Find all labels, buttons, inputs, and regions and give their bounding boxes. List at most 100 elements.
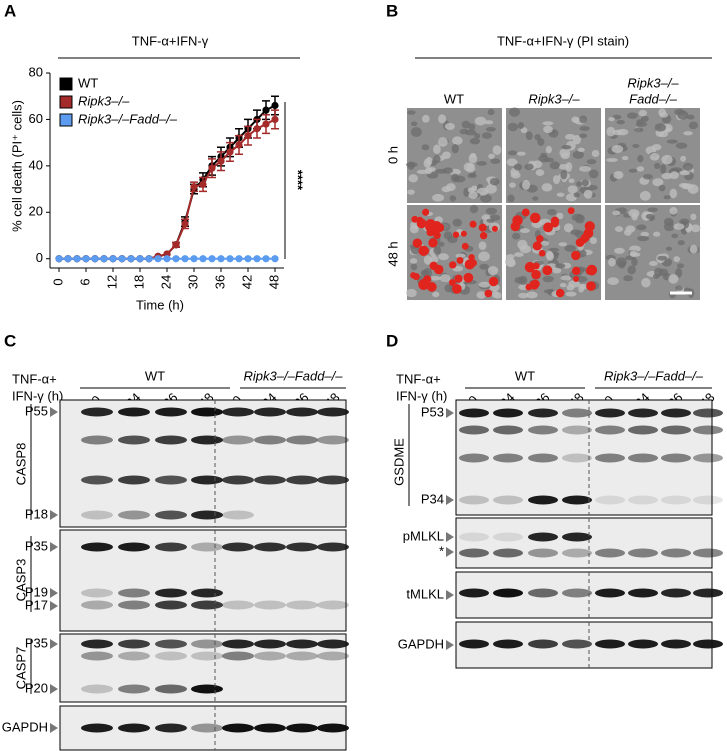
band bbox=[254, 651, 286, 661]
cell bbox=[409, 258, 418, 264]
blot-label: CASP7 bbox=[13, 647, 28, 690]
band bbox=[562, 495, 592, 505]
band bbox=[118, 435, 150, 445]
cell bbox=[421, 144, 430, 151]
band bbox=[459, 495, 489, 505]
pi-cell bbox=[488, 276, 499, 287]
cell bbox=[459, 128, 470, 135]
cell bbox=[673, 256, 681, 263]
band bbox=[155, 475, 187, 485]
band bbox=[254, 475, 286, 485]
cell bbox=[467, 173, 477, 179]
band-arrow bbox=[50, 684, 58, 694]
band bbox=[191, 639, 223, 649]
cell bbox=[422, 267, 433, 278]
cell bbox=[668, 274, 679, 284]
cell bbox=[478, 251, 490, 262]
legend-label: Ripk3–/– bbox=[78, 93, 130, 108]
y-axis-label: % cell death (PI⁺ cells) bbox=[9, 100, 24, 232]
cell bbox=[476, 161, 487, 166]
cell bbox=[532, 196, 539, 201]
y-tick-label: 0 bbox=[36, 250, 43, 265]
band-arrow bbox=[50, 510, 58, 520]
cell bbox=[481, 132, 493, 139]
cell bbox=[606, 157, 618, 163]
y-tick-label: 20 bbox=[29, 204, 43, 219]
band bbox=[493, 408, 523, 418]
band bbox=[628, 639, 658, 649]
cell bbox=[616, 120, 625, 125]
cell bbox=[434, 169, 447, 174]
pi-cell bbox=[586, 281, 596, 291]
pi-cell bbox=[572, 275, 580, 283]
band bbox=[254, 435, 286, 445]
band bbox=[155, 542, 187, 552]
pi-cell bbox=[479, 232, 488, 240]
data-point bbox=[262, 120, 270, 128]
pi-cell bbox=[460, 230, 467, 237]
cell bbox=[541, 183, 553, 192]
cell bbox=[543, 157, 554, 163]
cell bbox=[474, 116, 487, 126]
band bbox=[493, 532, 523, 542]
pi-cell bbox=[575, 238, 585, 247]
band bbox=[661, 425, 691, 435]
band bbox=[155, 639, 187, 649]
cell bbox=[560, 275, 572, 281]
band bbox=[222, 510, 254, 520]
cell bbox=[649, 152, 660, 161]
cell bbox=[443, 231, 453, 240]
cell bbox=[489, 177, 500, 186]
cell bbox=[516, 151, 526, 156]
cell bbox=[645, 213, 656, 220]
band bbox=[222, 639, 254, 649]
cell bbox=[618, 260, 626, 269]
data-point bbox=[262, 106, 270, 114]
band bbox=[693, 548, 723, 558]
cell bbox=[627, 265, 636, 275]
pi-cell bbox=[531, 269, 541, 280]
cell bbox=[441, 186, 451, 193]
band bbox=[118, 407, 150, 417]
row-label: 0 h bbox=[385, 146, 400, 164]
cell bbox=[478, 241, 487, 250]
band bbox=[286, 600, 318, 610]
cell bbox=[525, 131, 533, 140]
band bbox=[222, 435, 254, 445]
cell bbox=[507, 194, 515, 203]
band bbox=[493, 495, 523, 505]
pi-cell bbox=[426, 282, 437, 292]
band bbox=[661, 588, 691, 598]
band-label: P34 bbox=[421, 491, 444, 506]
band bbox=[191, 588, 223, 598]
band bbox=[661, 639, 691, 649]
band bbox=[661, 495, 691, 505]
data-point bbox=[64, 255, 72, 263]
cell bbox=[423, 255, 433, 265]
cell bbox=[532, 160, 543, 169]
band bbox=[317, 407, 349, 417]
cell bbox=[429, 275, 441, 281]
cell bbox=[513, 163, 523, 171]
cell bbox=[429, 255, 439, 264]
band bbox=[155, 510, 187, 520]
band-arrow bbox=[446, 547, 454, 557]
cell bbox=[468, 123, 476, 132]
pi-cell bbox=[422, 208, 430, 216]
band-arrow bbox=[446, 590, 454, 600]
cell bbox=[631, 257, 638, 267]
cell bbox=[517, 122, 525, 129]
cell bbox=[658, 184, 666, 192]
band bbox=[528, 588, 558, 598]
cell bbox=[560, 152, 570, 160]
band bbox=[118, 588, 150, 598]
band bbox=[459, 425, 489, 435]
band bbox=[317, 651, 349, 661]
band bbox=[317, 723, 349, 733]
cell bbox=[506, 259, 516, 268]
pi-cell bbox=[469, 220, 477, 228]
band bbox=[222, 723, 254, 733]
cell bbox=[476, 291, 487, 299]
pi-cell bbox=[425, 219, 436, 230]
